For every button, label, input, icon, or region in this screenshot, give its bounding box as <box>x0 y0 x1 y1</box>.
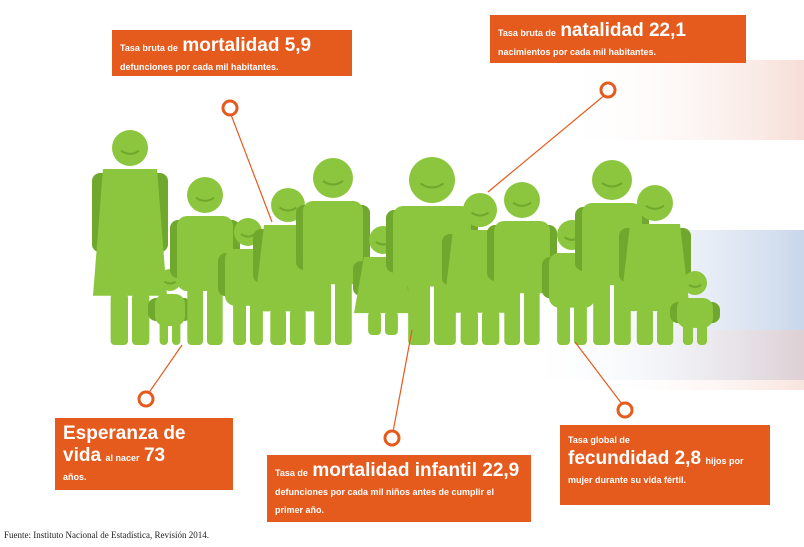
figure-part <box>155 294 185 326</box>
callout-prefix: Tasa de <box>275 468 308 478</box>
figure-part <box>270 309 286 345</box>
callout-prefix: Tasa bruta de <box>120 43 178 53</box>
connector <box>148 345 182 394</box>
callout-middle: al nacer <box>105 453 139 463</box>
figure-part <box>112 130 148 166</box>
callout-prefix: Tasa global de <box>568 435 630 445</box>
callout-highlight: mortalidad infantil 22,9 <box>312 460 519 481</box>
callout-detail: defunciones por cada mil habitantes. <box>120 62 279 72</box>
bg-stripe <box>560 60 804 140</box>
connector <box>230 112 272 222</box>
figure-part <box>187 177 223 213</box>
figure-part <box>132 294 149 345</box>
callout: Tasa bruta de mortalidad 5,9 defunciones… <box>112 30 352 76</box>
source-note: Fuente: Instituto Nacional de Estadístic… <box>4 530 209 540</box>
callout-detail: defunciones por cada mil niños antes de … <box>275 487 494 515</box>
callout-highlight: 73 <box>144 445 165 466</box>
ring <box>223 101 237 115</box>
figure-part <box>637 309 653 345</box>
figure-part <box>683 322 693 345</box>
callout: Esperanza de vida al nacer 73 años. <box>55 418 233 490</box>
ring <box>601 83 615 97</box>
figure-part <box>172 320 180 345</box>
figure-part <box>207 285 223 345</box>
figure-part <box>620 224 690 311</box>
figure-part <box>524 287 540 345</box>
figure-part <box>463 193 497 227</box>
ring <box>139 392 153 406</box>
figure-part <box>637 185 673 221</box>
figure-part <box>504 287 520 345</box>
figure-part <box>233 300 246 345</box>
page: {"callouts": [ {"prefix": "Tasa bruta de… <box>0 0 804 547</box>
callout: Tasa global de fecundidad 2,8 hijos por … <box>560 425 770 505</box>
connector <box>393 330 412 432</box>
figure-part <box>461 311 478 345</box>
callout-detail: nacimientos por cada mil habitantes. <box>498 47 656 57</box>
callout-highlight: mortalidad 5,9 <box>182 35 311 56</box>
people <box>92 130 720 345</box>
callout-prefix: Tasa bruta de <box>498 28 556 38</box>
figure-part <box>93 169 167 296</box>
figure-part <box>504 182 540 218</box>
figure-part <box>697 322 707 345</box>
figure-part <box>368 311 381 335</box>
figure-part <box>290 309 306 345</box>
callout-detail: años. <box>63 472 87 482</box>
figure-part <box>314 278 331 345</box>
callout: Tasa bruta de natalidad 22,1 nacimientos… <box>490 15 746 63</box>
figure-part <box>409 157 455 203</box>
callout-highlight: natalidad 22,1 <box>560 20 686 41</box>
connector <box>488 94 606 192</box>
figure-part <box>335 278 352 345</box>
figure-part <box>494 221 550 293</box>
callout-highlight: fecundidad 2,8 <box>568 448 701 469</box>
figure-part <box>557 302 570 345</box>
figure-part <box>574 302 587 345</box>
figure-part <box>160 320 168 345</box>
figure-part <box>482 311 499 345</box>
figure-part <box>111 294 128 345</box>
figure-part <box>187 285 203 345</box>
figure-part <box>593 279 610 345</box>
figure-part <box>385 311 398 335</box>
ring <box>618 403 632 417</box>
figure-part <box>592 160 632 200</box>
figure-part <box>683 271 707 295</box>
callout: Tasa de mortalidad infantil 22,9 defunci… <box>267 455 531 522</box>
figure-part <box>313 158 353 198</box>
ring <box>385 431 399 445</box>
figure-part <box>677 298 713 328</box>
